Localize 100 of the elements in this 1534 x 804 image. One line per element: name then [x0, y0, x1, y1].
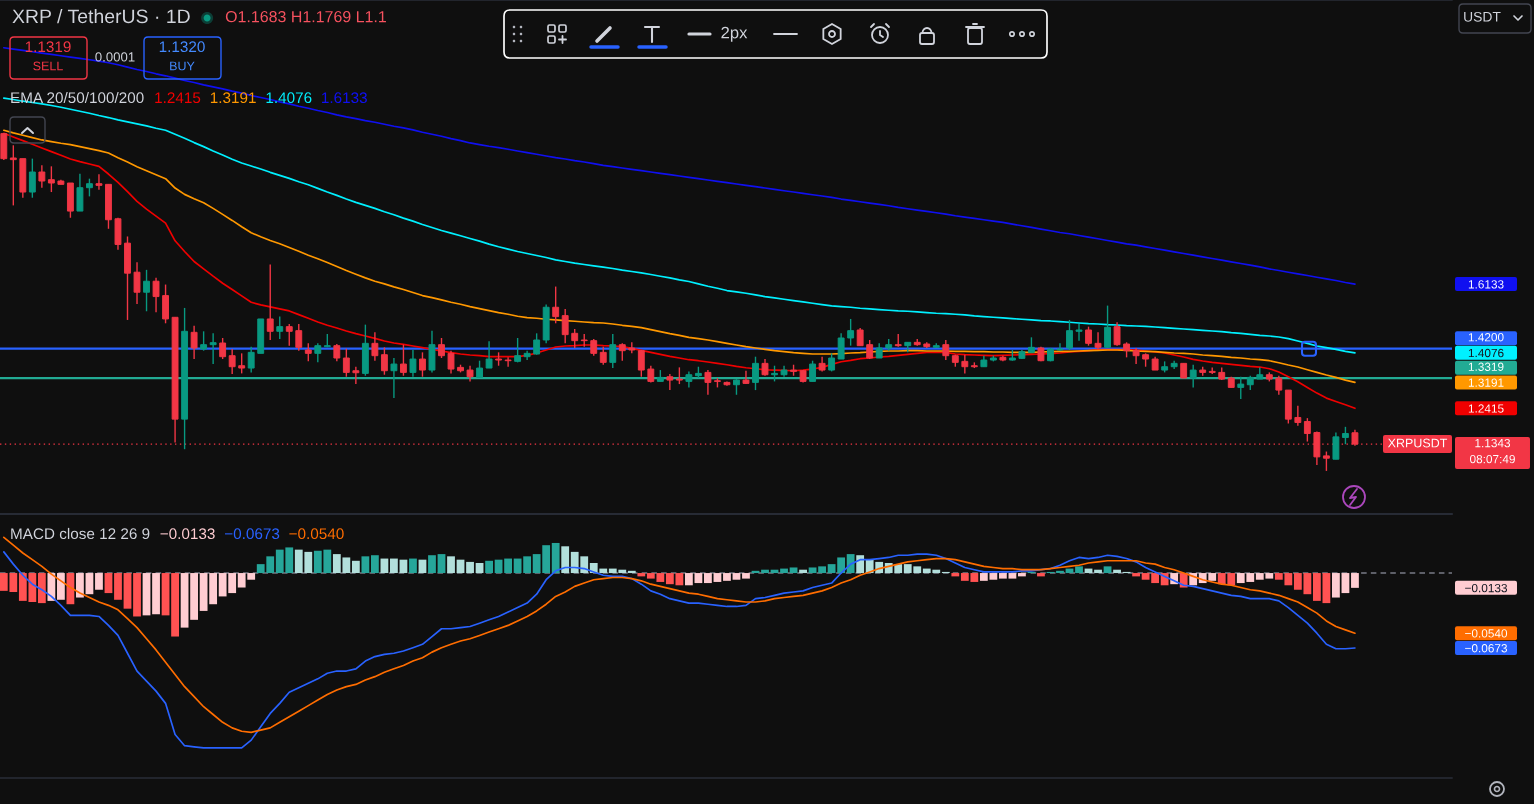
- bar: [351, 560, 360, 574]
- candlestick: [1275, 375, 1283, 396]
- candlestick: [390, 357, 398, 399]
- bar: [1351, 573, 1359, 588]
- bar: [1094, 569, 1102, 574]
- candlestick: [304, 342, 312, 363]
- bar: [114, 573, 122, 600]
- candlestick: [1189, 364, 1197, 389]
- y-tick-label: 1.4076: [1468, 348, 1504, 358]
- candlestick: [704, 369, 712, 396]
- candlestick: [314, 342, 322, 364]
- candlestick: [1294, 405, 1302, 427]
- candlestick: [162, 283, 169, 324]
- y-tick-label: 1.2415: [1468, 404, 1504, 413]
- candlestick: [38, 164, 46, 189]
- candlestick: [285, 323, 293, 347]
- candlestick: [637, 349, 645, 378]
- annotation: O1.1683 H1.1769 L1.1: [225, 10, 386, 23]
- candlestick: [380, 346, 388, 376]
- bar: [1103, 566, 1112, 574]
- candlestick: [200, 330, 208, 352]
- bar: [998, 573, 1007, 579]
- bar: [1008, 573, 1017, 579]
- ref-line-label: 1.1343: [1475, 438, 1511, 448]
- candlestick: [1056, 342, 1064, 352]
- bar: [780, 568, 788, 574]
- candlestick: [1085, 325, 1092, 347]
- candlestick: [143, 269, 150, 312]
- bar: [57, 573, 65, 600]
- bar: [485, 560, 493, 574]
- candlestick: [552, 285, 560, 324]
- candlestick: [447, 349, 455, 375]
- candlestick: [95, 173, 103, 191]
- candlestick: [1332, 431, 1340, 460]
- bar: [799, 569, 807, 574]
- bar: [732, 573, 741, 580]
- candlestick: [247, 345, 255, 374]
- bar: [37, 573, 46, 604]
- ref-line-label: 1.4200: [1468, 333, 1504, 342]
- candlestick: [666, 373, 674, 391]
- bar: [123, 573, 132, 609]
- annotation: 1.1320: [159, 41, 205, 53]
- candlestick: [228, 348, 236, 375]
- candlestick: [371, 331, 379, 362]
- annotation: 1.4076: [266, 92, 312, 104]
- bar: [1037, 573, 1045, 577]
- bar: [409, 558, 417, 574]
- candlestick: [342, 347, 350, 378]
- candlestick: [609, 333, 617, 369]
- candlestick: [942, 339, 950, 361]
- y-tick-label: 1.6133: [1468, 280, 1504, 289]
- candlestick: [809, 360, 817, 383]
- bar: [361, 556, 370, 574]
- bar: [551, 542, 560, 574]
- text: USDT: [1464, 11, 1501, 22]
- annotation: 1.1319: [25, 41, 71, 53]
- candlestick: [219, 337, 227, 360]
- candlestick: [599, 345, 607, 366]
- annotation: 1.6133: [322, 92, 367, 104]
- candlestick: [1303, 417, 1311, 443]
- bar: [1075, 566, 1083, 574]
- candlestick: [28, 157, 36, 199]
- bar: [504, 558, 513, 574]
- candlestick: [752, 355, 759, 391]
- bar: [818, 566, 826, 574]
- candlestick: [1322, 450, 1330, 472]
- text: MACD close 12 26 9: [11, 527, 150, 540]
- bar: [637, 573, 646, 577]
- candlestick: [276, 315, 284, 340]
- bar: [171, 573, 179, 637]
- candlestick: [1075, 323, 1083, 342]
- chart-title: XRP / TetherUS · 1D: [12, 8, 190, 24]
- bar: [713, 573, 722, 582]
- annotation: −0.0540: [289, 528, 344, 540]
- bar: [475, 563, 484, 574]
- y-tick-label: −0.0673: [1465, 644, 1508, 653]
- bar: [789, 567, 798, 574]
- candlestick: [133, 261, 141, 305]
- candlestick: [1066, 319, 1073, 351]
- candlestick: [209, 332, 217, 365]
- bar: [133, 573, 141, 617]
- text: XRPUSDT: [1387, 438, 1448, 448]
- bar: [627, 570, 636, 574]
- bar: [1056, 570, 1064, 574]
- annotation: −0.0673: [225, 528, 280, 540]
- candlestick: [352, 366, 360, 385]
- bar: [694, 573, 703, 584]
- bar: [723, 573, 731, 581]
- candlestick: [837, 332, 845, 360]
- bar: [1018, 573, 1026, 577]
- bar: [390, 558, 398, 574]
- candlestick: [533, 332, 541, 356]
- bar: [808, 567, 817, 574]
- annotation: 1.3191: [210, 92, 256, 104]
- bar: [704, 573, 712, 584]
- annotation: SELL: [33, 61, 63, 71]
- annotation: 1.2415: [155, 92, 201, 104]
- candlestick: [571, 328, 579, 349]
- candlestick: [561, 308, 569, 345]
- ref-line-label: 1.3319: [1468, 362, 1504, 371]
